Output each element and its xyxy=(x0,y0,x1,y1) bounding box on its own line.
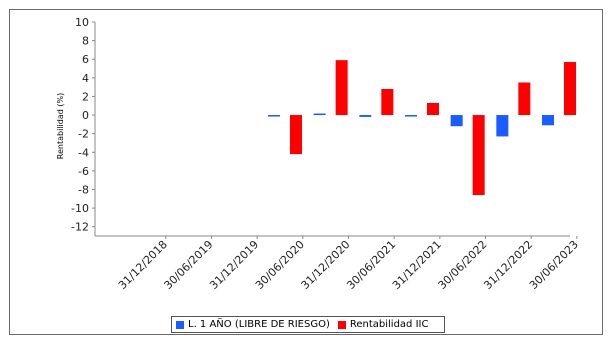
bar-series-1 xyxy=(496,115,509,137)
bar-series-1 xyxy=(542,115,555,126)
bar-series-2 xyxy=(289,115,302,155)
bar-series-1 xyxy=(313,113,326,116)
y-axis-label: Rentabilidad (%) xyxy=(56,93,65,159)
bar-series-1 xyxy=(404,115,417,117)
y-tick-label: 10 xyxy=(75,16,89,29)
y-tick-label: -12 xyxy=(71,221,89,234)
bar-series-1 xyxy=(267,115,280,117)
legend-item-series-2: Rentabilidad IIC xyxy=(337,319,429,330)
y-tick-label: 8 xyxy=(82,35,89,48)
y-tick-label: -2 xyxy=(78,128,89,141)
bar-series-2 xyxy=(518,82,531,116)
chart-legend: L. 1 AÑO (LIBRE DE RIESGO) Rentabilidad … xyxy=(171,316,445,333)
legend-item-series-1: L. 1 AÑO (LIBRE DE RIESGO) xyxy=(176,319,330,330)
chart-bars xyxy=(267,60,577,196)
chart-axes: 1086420-2-4-6-8-10-1231/12/201830/06/201… xyxy=(71,16,581,292)
chart-frame xyxy=(9,9,603,335)
bar-series-1 xyxy=(450,115,463,127)
y-tick-label: -10 xyxy=(71,202,89,215)
y-tick-label: 2 xyxy=(82,90,89,103)
legend-swatch-red xyxy=(337,320,346,329)
bar-series-2 xyxy=(381,88,394,116)
bar-series-2 xyxy=(564,62,577,116)
y-tick-label: -4 xyxy=(78,146,89,159)
x-tick-label: 30/06/2023 xyxy=(527,238,581,292)
legend-label-series-2: Rentabilidad IIC xyxy=(349,319,429,330)
bar-series-2 xyxy=(426,102,439,116)
bar-series-2 xyxy=(335,60,348,116)
y-tick-label: 6 xyxy=(82,53,89,66)
y-tick-label: 4 xyxy=(82,72,89,85)
bar-series-2 xyxy=(472,115,485,196)
y-tick-label: -6 xyxy=(78,165,89,178)
bar-series-1 xyxy=(359,115,372,117)
y-tick-label: 0 xyxy=(82,109,89,122)
y-tick-label: -8 xyxy=(78,183,89,196)
legend-swatch-blue xyxy=(176,320,184,329)
legend-label-series-1: L. 1 AÑO (LIBRE DE RIESGO) xyxy=(188,319,330,330)
